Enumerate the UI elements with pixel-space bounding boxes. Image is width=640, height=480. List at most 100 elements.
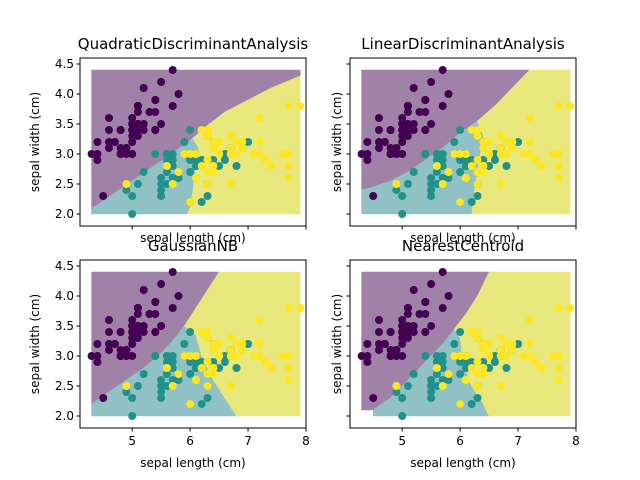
data-point-class-0 bbox=[157, 280, 166, 288]
data-point-class-1 bbox=[162, 168, 171, 176]
data-point-class-2 bbox=[203, 370, 212, 378]
data-point-class-1 bbox=[151, 352, 160, 360]
data-point-class-2 bbox=[554, 162, 563, 170]
y-tick-label: 4.0 bbox=[55, 289, 74, 303]
data-point-class-2 bbox=[162, 162, 171, 170]
data-point-class-0 bbox=[369, 192, 378, 200]
data-point-class-0 bbox=[386, 144, 395, 152]
x-tick-label: 6 bbox=[186, 434, 194, 448]
data-point-class-2 bbox=[238, 144, 247, 152]
data-point-class-2 bbox=[238, 346, 247, 354]
data-point-class-2 bbox=[502, 150, 511, 158]
data-point-class-1 bbox=[485, 364, 494, 372]
data-point-class-0 bbox=[105, 138, 113, 146]
data-point-class-2 bbox=[296, 102, 305, 110]
data-point-class-2 bbox=[215, 138, 224, 146]
data-point-class-1 bbox=[473, 192, 482, 200]
data-point-class-0 bbox=[375, 114, 383, 122]
data-point-class-1 bbox=[157, 174, 166, 182]
data-point-class-2 bbox=[456, 150, 465, 158]
data-point-class-2 bbox=[496, 346, 505, 354]
data-point-class-0 bbox=[386, 126, 395, 134]
data-point-class-2 bbox=[450, 352, 459, 360]
data-point-class-2 bbox=[456, 352, 465, 360]
data-point-class-2 bbox=[508, 144, 517, 152]
data-point-class-1 bbox=[490, 150, 499, 158]
data-point-class-1 bbox=[490, 352, 499, 360]
data-point-class-1 bbox=[133, 382, 142, 390]
data-point-class-2 bbox=[203, 180, 212, 188]
data-point-class-1 bbox=[220, 358, 229, 366]
data-point-class-0 bbox=[116, 352, 125, 360]
data-point-class-0 bbox=[369, 394, 378, 402]
data-point-class-2 bbox=[209, 364, 218, 372]
data-point-class-2 bbox=[525, 114, 534, 122]
data-point-class-0 bbox=[128, 334, 137, 342]
data-point-class-0 bbox=[105, 144, 113, 152]
data-point-class-2 bbox=[479, 346, 488, 354]
data-point-class-1 bbox=[174, 376, 183, 384]
data-point-class-0 bbox=[116, 126, 125, 134]
data-point-class-2 bbox=[215, 352, 224, 360]
data-point-class-0 bbox=[122, 150, 131, 158]
data-point-class-2 bbox=[548, 150, 557, 158]
data-point-class-2 bbox=[197, 364, 206, 372]
subplot-title: NearestCentroid bbox=[402, 237, 524, 255]
data-point-class-0 bbox=[133, 102, 142, 110]
data-point-class-1 bbox=[139, 168, 148, 176]
data-point-class-2 bbox=[508, 346, 517, 354]
data-point-class-2 bbox=[479, 364, 488, 372]
data-point-class-2 bbox=[203, 132, 212, 140]
data-point-class-2 bbox=[502, 138, 511, 146]
data-point-class-1 bbox=[461, 358, 470, 366]
data-point-class-1 bbox=[398, 192, 407, 200]
data-point-class-2 bbox=[566, 102, 575, 110]
data-point-class-0 bbox=[105, 328, 113, 336]
data-point-class-2 bbox=[473, 382, 482, 390]
data-point-class-0 bbox=[375, 346, 383, 354]
data-point-class-2 bbox=[168, 382, 177, 390]
data-point-class-0 bbox=[93, 156, 102, 164]
data-point-class-0 bbox=[133, 108, 142, 116]
data-point-class-2 bbox=[284, 174, 293, 182]
data-point-class-2 bbox=[255, 150, 264, 158]
data-point-class-0 bbox=[99, 394, 108, 402]
data-point-class-0 bbox=[363, 340, 372, 348]
y-tick-label: 2.5 bbox=[55, 177, 74, 191]
data-point-class-0 bbox=[403, 322, 412, 330]
data-point-class-1 bbox=[133, 180, 142, 188]
data-point-class-2 bbox=[554, 376, 563, 384]
data-point-class-0 bbox=[116, 150, 125, 158]
data-point-class-2 bbox=[284, 376, 293, 384]
data-point-class-2 bbox=[209, 346, 218, 354]
x-axis-label: sepal length (cm) bbox=[410, 456, 515, 470]
data-point-class-1 bbox=[162, 382, 171, 390]
data-point-class-1 bbox=[244, 340, 253, 348]
data-point-class-2 bbox=[284, 364, 293, 372]
data-point-class-2 bbox=[261, 156, 270, 164]
data-point-class-0 bbox=[398, 120, 407, 128]
data-point-class-0 bbox=[151, 310, 160, 318]
data-point-class-2 bbox=[191, 376, 200, 384]
data-point-class-1 bbox=[157, 376, 166, 384]
data-point-class-1 bbox=[168, 174, 177, 182]
data-point-class-2 bbox=[554, 150, 563, 158]
data-point-class-2 bbox=[450, 150, 459, 158]
data-point-class-0 bbox=[128, 120, 137, 128]
data-point-class-0 bbox=[363, 156, 372, 164]
data-point-class-0 bbox=[105, 126, 113, 134]
data-point-class-2 bbox=[485, 352, 494, 360]
data-point-class-0 bbox=[93, 138, 102, 146]
data-point-class-0 bbox=[409, 126, 418, 134]
data-point-class-2 bbox=[537, 364, 546, 372]
data-point-class-0 bbox=[133, 126, 142, 134]
data-point-class-0 bbox=[375, 316, 383, 324]
data-point-class-2 bbox=[278, 150, 287, 158]
data-point-class-2 bbox=[284, 150, 293, 158]
data-point-class-1 bbox=[186, 358, 195, 366]
data-point-class-1 bbox=[186, 168, 195, 176]
data-point-class-0 bbox=[421, 298, 430, 306]
data-point-class-1 bbox=[162, 156, 171, 164]
data-point-class-1 bbox=[421, 352, 430, 360]
data-point-class-1 bbox=[168, 376, 177, 384]
